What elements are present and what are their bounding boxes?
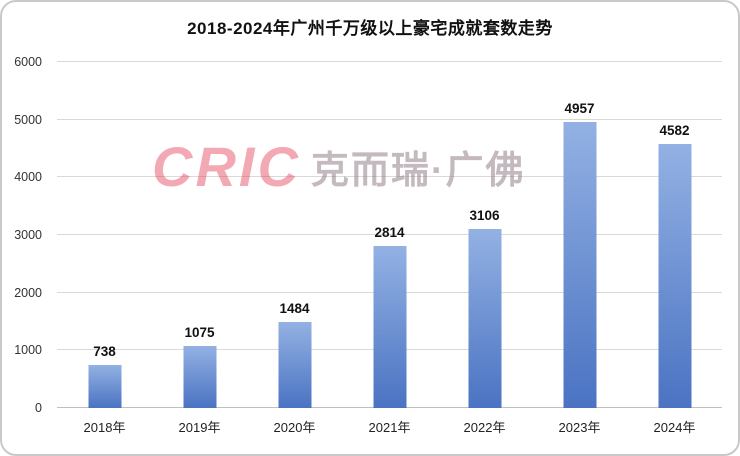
bar-slot: 738 2018年 — [57, 62, 152, 435]
x-axis-label: 2023年 — [558, 420, 601, 435]
bar — [468, 228, 501, 408]
bar-slot: 1484 2020年 — [247, 62, 342, 435]
bar-value-label: 4582 — [659, 122, 690, 138]
y-tick-label: 0 — [35, 401, 42, 415]
bar-slots: 738 2018年 1075 2019年 1484 2020年 2814 2021年 3106 2… — [57, 62, 722, 435]
bar — [658, 143, 691, 408]
bar — [373, 245, 406, 408]
y-tick-label: 4000 — [14, 170, 42, 185]
bar — [183, 346, 216, 408]
plot-area: 738 2018年 1075 2019年 1484 2020年 2814 2021年 3106 2… — [57, 61, 722, 435]
y-tick-label: 3000 — [14, 228, 42, 242]
y-axis: 0 1000 2000 3000 4000 5000 6000 — [2, 55, 48, 415]
y-tick-label: 6000 — [14, 55, 42, 69]
bar — [563, 122, 596, 408]
bar-value-label: 1484 — [279, 301, 310, 317]
x-axis-label: 2021年 — [368, 420, 411, 435]
bar-value-label: 3106 — [469, 207, 500, 223]
gridline — [57, 61, 722, 62]
x-axis-label: 2019年 — [178, 420, 221, 435]
bar-value-label: 738 — [93, 344, 116, 360]
y-tick-label: 1000 — [14, 343, 42, 358]
bar-value-label: 2814 — [374, 224, 405, 240]
x-axis-label: 2020年 — [273, 420, 316, 435]
bar-value-label: 4957 — [564, 101, 595, 117]
bar — [88, 365, 121, 408]
chart-title: 2018-2024年广州千万级以上豪宅成就套数走势 — [187, 19, 553, 38]
x-axis-label: 2018年 — [83, 420, 126, 435]
y-tick-label: 5000 — [14, 112, 42, 127]
x-axis-label: 2024年 — [653, 420, 696, 435]
gridline — [57, 118, 722, 120]
bar — [278, 322, 311, 408]
bar-slot: 3106 2022年 — [437, 62, 532, 435]
x-axis-label: 2022年 — [463, 420, 506, 435]
bar-slot: 4957 2023年 — [532, 62, 627, 435]
y-tick-label: 2000 — [14, 285, 42, 300]
bar-value-label: 1075 — [184, 325, 215, 341]
gridline — [57, 176, 722, 178]
bar-slot: 1075 2019年 — [152, 62, 247, 435]
bar-slot: 2814 2021年 — [342, 62, 437, 435]
gridline — [57, 234, 722, 235]
bar-slot: 4582 2024年 — [627, 62, 722, 435]
